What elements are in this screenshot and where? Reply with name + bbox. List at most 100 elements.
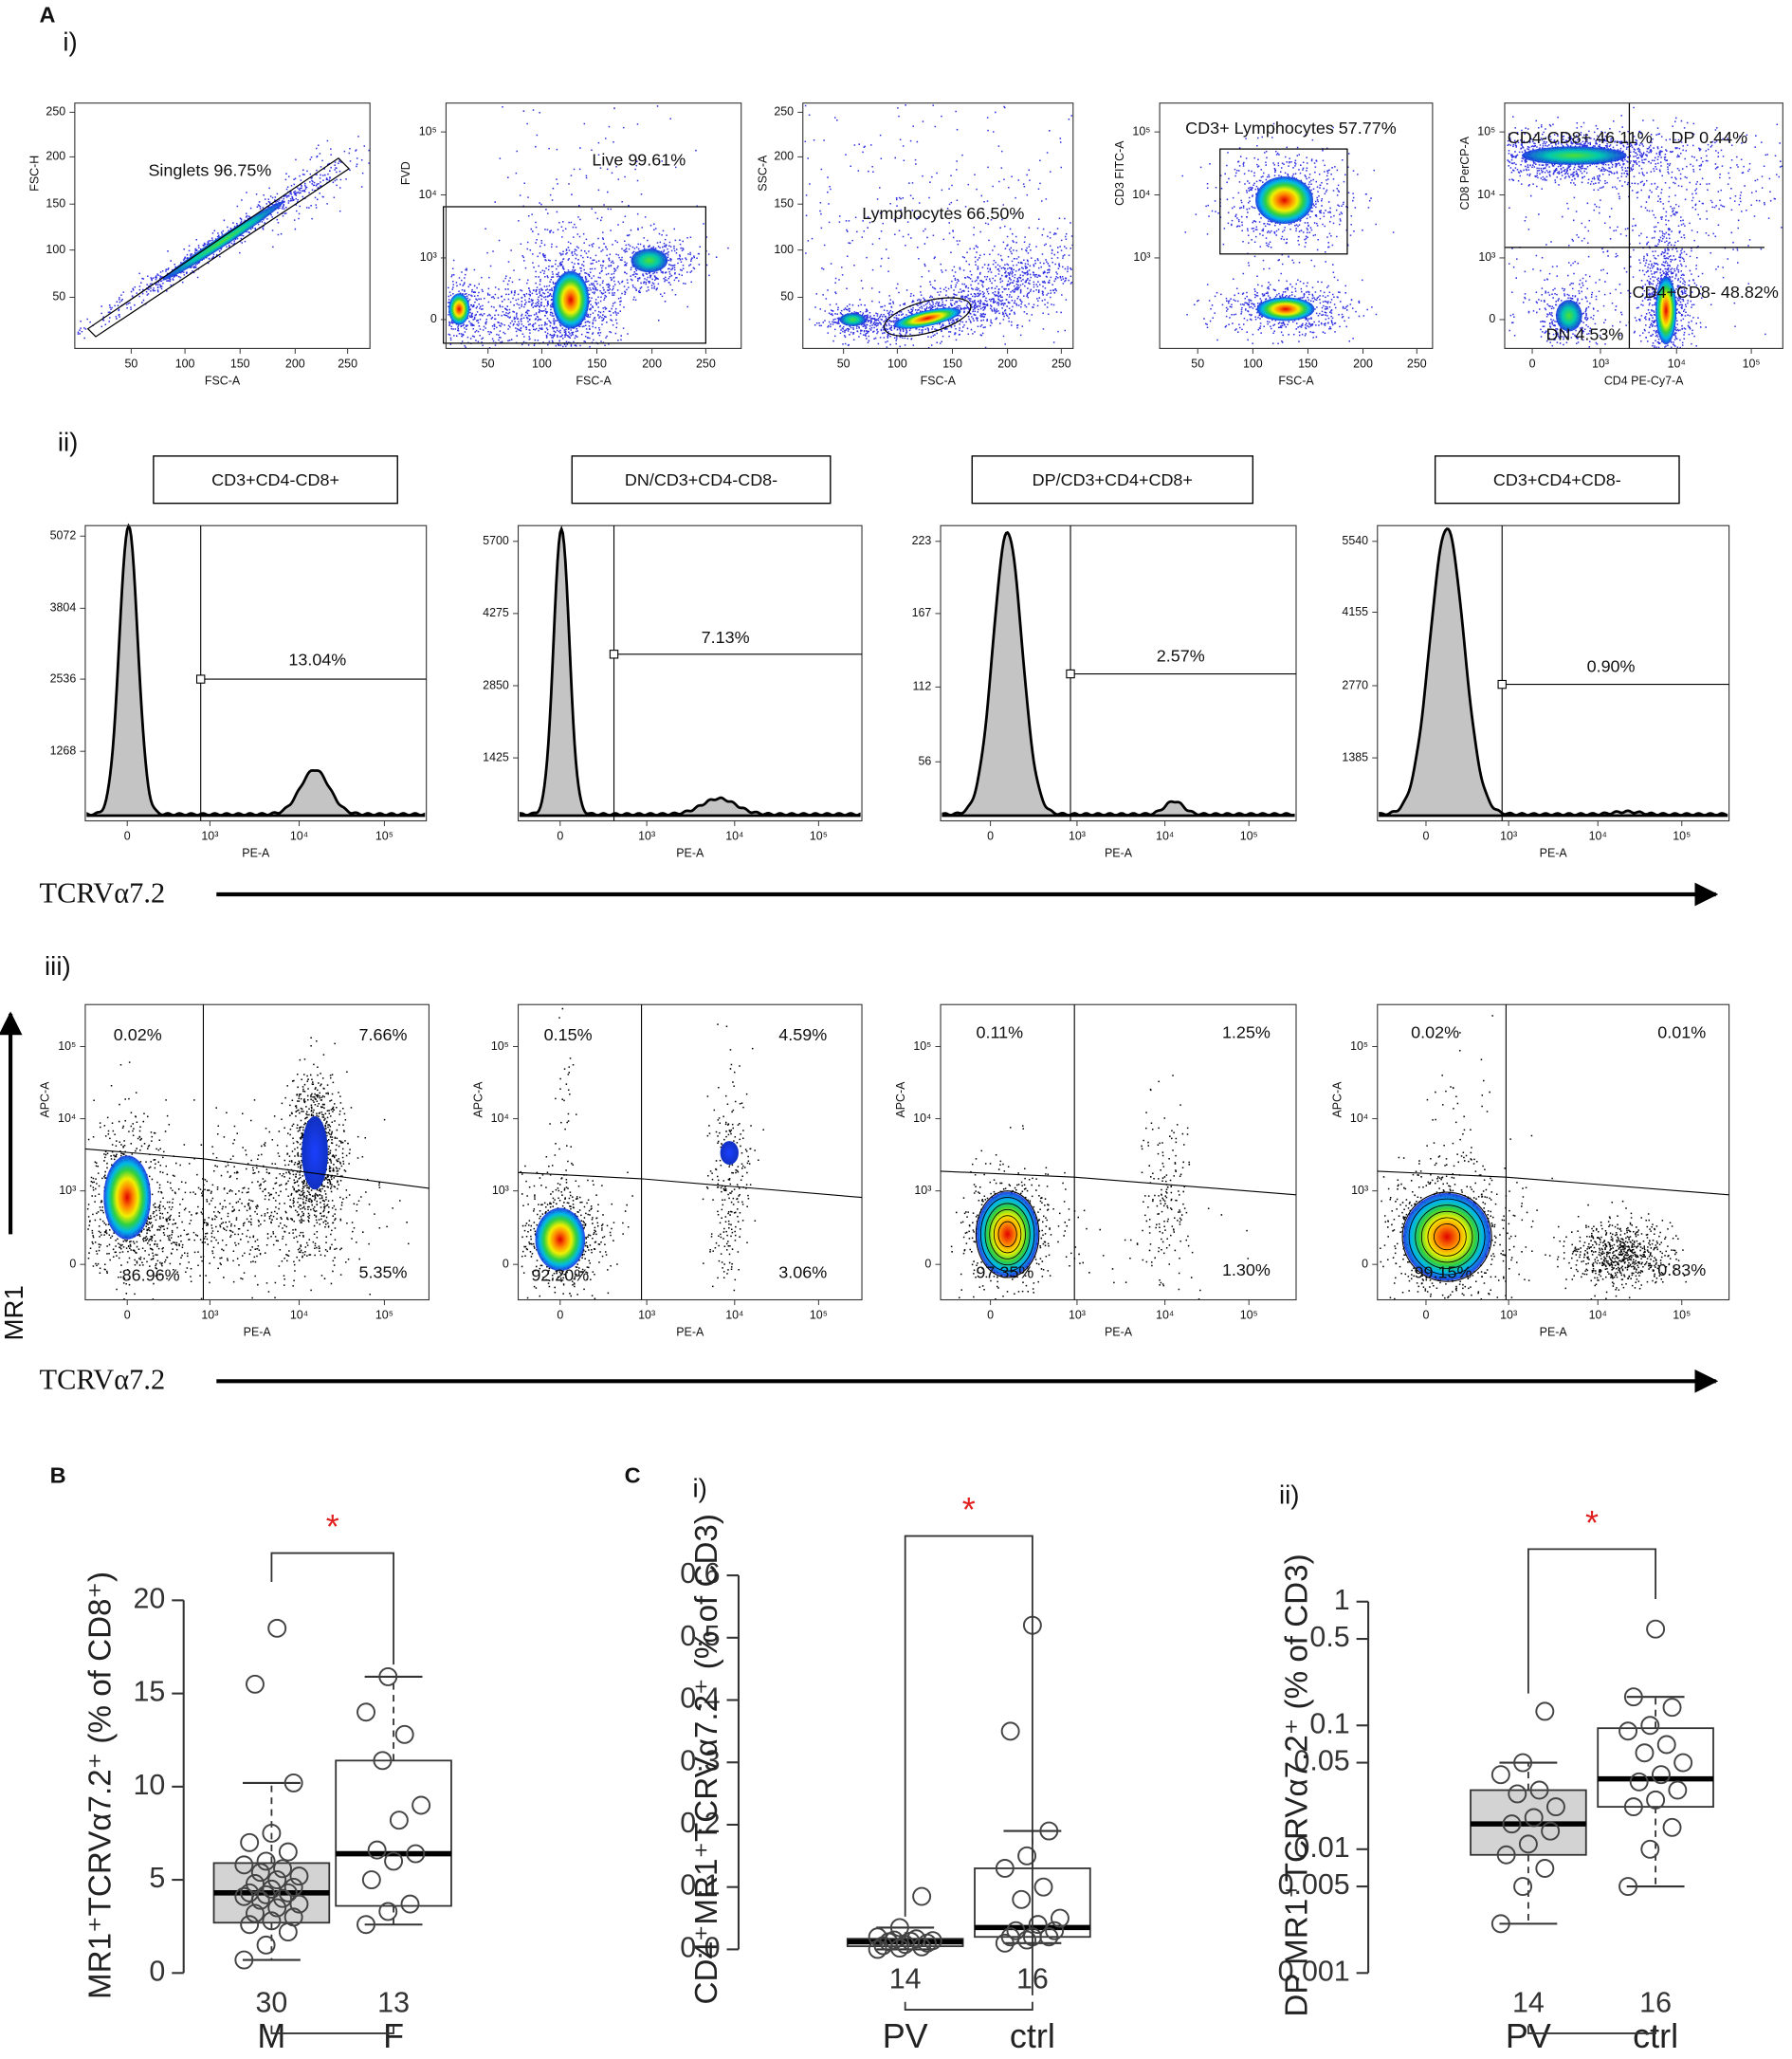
y-tick-label: 10⁵ bbox=[913, 1039, 931, 1053]
significance: * bbox=[1585, 1503, 1599, 1542]
density-blob bbox=[720, 1141, 739, 1166]
y-tick-label: 10⁴ bbox=[419, 188, 437, 201]
data-point bbox=[367, 1840, 387, 1860]
data-point bbox=[267, 1618, 287, 1638]
data-point bbox=[262, 1911, 282, 1931]
data-point bbox=[283, 1907, 303, 1927]
plot-title: DN/CD3+CD4-CD8- bbox=[625, 470, 777, 489]
x-axis-label: FSC-A bbox=[205, 374, 241, 387]
y-tick-label: 0.1 bbox=[1309, 1707, 1349, 1739]
data-point bbox=[1545, 1797, 1565, 1817]
y-axis-label: DP MR1⁺TCRVα7.2⁺ (% of CD3) bbox=[1280, 1553, 1315, 2016]
data-point bbox=[1050, 1908, 1070, 1928]
y-axis-label: CD4⁺MR1⁺TCRVα7.2⁺ (% of CD3) bbox=[689, 1514, 724, 2004]
category-label: M bbox=[257, 2016, 285, 2055]
x-tick-label: 10³ bbox=[1592, 357, 1609, 370]
x-tick-label: 10⁴ bbox=[1589, 1308, 1607, 1321]
x-tick-label: 10³ bbox=[1069, 1308, 1086, 1321]
gate-handle bbox=[1497, 679, 1507, 689]
count-label: 30 bbox=[255, 1987, 287, 2019]
y-tick-label: 10 bbox=[133, 1769, 165, 1801]
y-tick-label: 167 bbox=[912, 606, 932, 619]
category-label: PV bbox=[883, 2016, 928, 2055]
plot-title: CD3+CD4-CD8+ bbox=[211, 470, 339, 489]
y-tick-label: 0.6 bbox=[680, 1557, 720, 1590]
quadrant-label: 0.11% bbox=[976, 1022, 1023, 1041]
y-tick-label: 10³ bbox=[492, 1184, 509, 1197]
data-point bbox=[289, 1894, 309, 1914]
data-point bbox=[256, 1851, 276, 1871]
y-tick-label: 10³ bbox=[1133, 250, 1150, 264]
y-tick-label: 15 bbox=[133, 1676, 165, 1708]
y-tick-label: 0 bbox=[430, 312, 437, 325]
x-tick-label: 100 bbox=[532, 357, 552, 370]
plot-frame bbox=[940, 524, 1297, 822]
data-point bbox=[1646, 1790, 1666, 1810]
title-box bbox=[971, 455, 1254, 505]
row-label: i) bbox=[63, 28, 77, 57]
panel-label: B bbox=[50, 1463, 66, 1488]
data-point bbox=[1045, 1921, 1065, 1940]
data-point bbox=[1508, 1784, 1527, 1804]
axis-title: MR1 bbox=[0, 1285, 28, 1340]
y-tick-label: 0.005 bbox=[1278, 1868, 1350, 1901]
x-tick-label: 250 bbox=[696, 357, 716, 370]
x-tick-label: 50 bbox=[482, 357, 495, 370]
y-tick-label: 10³ bbox=[59, 1184, 76, 1197]
event-dots bbox=[77, 136, 370, 340]
plot-frame bbox=[445, 102, 742, 349]
gate bbox=[1219, 148, 1348, 255]
data-point bbox=[1629, 1772, 1649, 1792]
y-tick-label: 150 bbox=[46, 196, 65, 210]
data-point bbox=[267, 1870, 287, 1890]
gate bbox=[941, 1170, 1297, 1196]
data-point bbox=[411, 1795, 431, 1815]
data-point bbox=[1000, 1927, 1020, 1947]
data-point bbox=[246, 1874, 265, 1893]
y-tick-label: 5 bbox=[149, 1862, 165, 1894]
data-point bbox=[357, 1915, 375, 1935]
x-tick-label: 50 bbox=[1191, 357, 1204, 370]
y-tick-label: 0.1 bbox=[680, 1869, 720, 1902]
y-axis-label: APC-A bbox=[471, 1081, 485, 1118]
y-tick-label: 0 bbox=[503, 1257, 509, 1270]
data-point bbox=[406, 1844, 426, 1864]
density-blob bbox=[893, 307, 961, 329]
x-axis-label: FSC-A bbox=[1278, 374, 1314, 387]
x-axis-label: PE-A bbox=[1540, 846, 1568, 859]
contour bbox=[989, 1208, 1026, 1259]
y-axis-label: FVD bbox=[399, 161, 412, 185]
x-tick-label: 0 bbox=[1423, 1308, 1430, 1321]
x-axis-label: PE-A bbox=[1105, 846, 1133, 859]
y-tick-label: 4155 bbox=[1342, 605, 1368, 618]
y-tick-label: 5072 bbox=[50, 529, 77, 542]
density-blob bbox=[1521, 146, 1627, 165]
x-tick-label: 10³ bbox=[1500, 829, 1517, 842]
x-tick-label: 0 bbox=[987, 829, 994, 842]
y-tick-label: 10⁵ bbox=[1132, 124, 1150, 138]
data-point bbox=[1502, 1814, 1522, 1834]
x-axis-label: FSC-A bbox=[921, 374, 957, 387]
x-axis-label: PE-A bbox=[242, 846, 270, 859]
y-tick-label: 100 bbox=[774, 243, 794, 256]
quadrant-label: 3.06% bbox=[778, 1263, 827, 1282]
y-tick-label: 2850 bbox=[483, 678, 509, 691]
x-tick-label: 250 bbox=[1051, 357, 1071, 370]
plot-frame bbox=[802, 102, 1074, 349]
data-point bbox=[1513, 1877, 1533, 1897]
density-blob bbox=[1403, 1193, 1491, 1281]
x-tick-label: 10⁵ bbox=[1673, 1308, 1691, 1321]
category-label: ctrl bbox=[1010, 2016, 1055, 2055]
data-point bbox=[995, 1859, 1015, 1878]
data-point bbox=[384, 1851, 404, 1871]
data-point bbox=[1618, 1877, 1638, 1897]
density-blob bbox=[977, 1191, 1039, 1278]
data-point bbox=[868, 1927, 887, 1947]
gate bbox=[84, 1148, 430, 1189]
x-tick-label: 250 bbox=[1407, 357, 1427, 370]
quadrant-label: 7.66% bbox=[359, 1025, 408, 1044]
contour bbox=[984, 1203, 1031, 1266]
x-tick-label: 10⁴ bbox=[1668, 357, 1686, 370]
x-tick-label: 50 bbox=[837, 357, 850, 370]
x-tick-label: 10⁴ bbox=[1156, 1308, 1174, 1321]
